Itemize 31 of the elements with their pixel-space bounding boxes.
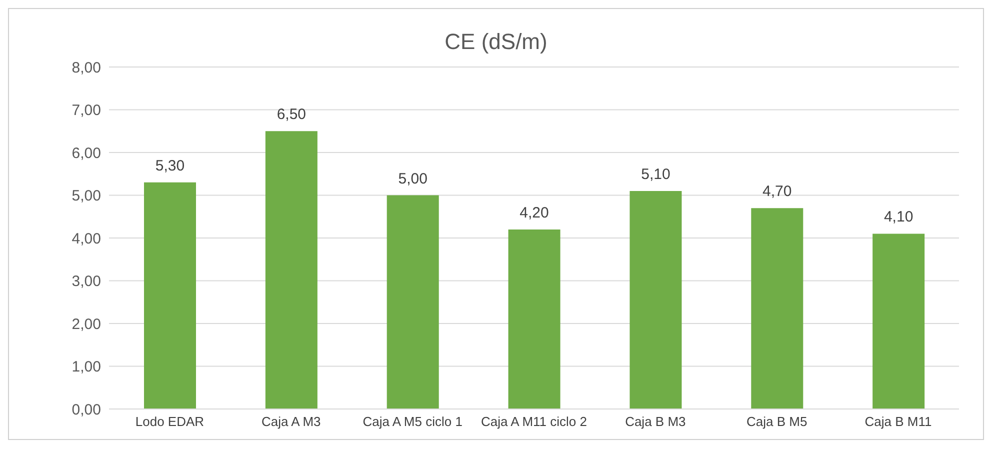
x-tick-label: Caja A M3 xyxy=(262,414,321,430)
bar xyxy=(386,195,439,409)
data-label: 4,20 xyxy=(520,204,549,222)
y-tick-label: 6,00 xyxy=(72,144,101,162)
x-tick-label: Caja B M3 xyxy=(625,414,686,430)
x-tick-label: Caja A M5 ciclo 1 xyxy=(362,414,462,430)
x-tick-label: Caja B M5 xyxy=(746,414,808,430)
bar xyxy=(265,131,318,409)
x-tick-label: Lodo EDAR xyxy=(135,414,204,430)
y-tick-label: 3,00 xyxy=(72,273,101,290)
bar xyxy=(751,208,804,409)
y-tick-label: 8,00 xyxy=(72,59,101,76)
y-tick-label: 4,00 xyxy=(72,230,101,248)
y-tick-label: 5,00 xyxy=(72,188,101,205)
x-tick-label: Caja B M11 xyxy=(864,414,932,430)
chart-title: CE (dS/m) xyxy=(444,28,548,56)
bar xyxy=(144,182,196,409)
y-tick-label: 0,00 xyxy=(72,401,101,418)
data-label: 5,00 xyxy=(398,170,428,188)
data-label: 4,70 xyxy=(762,183,792,200)
x-tick-label: Caja A M11 ciclo 2 xyxy=(481,414,587,430)
y-tick-label: 2,00 xyxy=(72,316,101,333)
data-label: 6,50 xyxy=(276,106,306,124)
y-tick-label: 7,00 xyxy=(72,102,101,120)
data-label: 5,10 xyxy=(641,166,670,183)
bar xyxy=(872,234,925,409)
y-tick-label: 1,00 xyxy=(72,358,101,376)
bar xyxy=(630,190,682,409)
data-label: 4,10 xyxy=(884,208,914,226)
bar xyxy=(508,229,560,409)
data-label: 5,30 xyxy=(155,157,185,174)
